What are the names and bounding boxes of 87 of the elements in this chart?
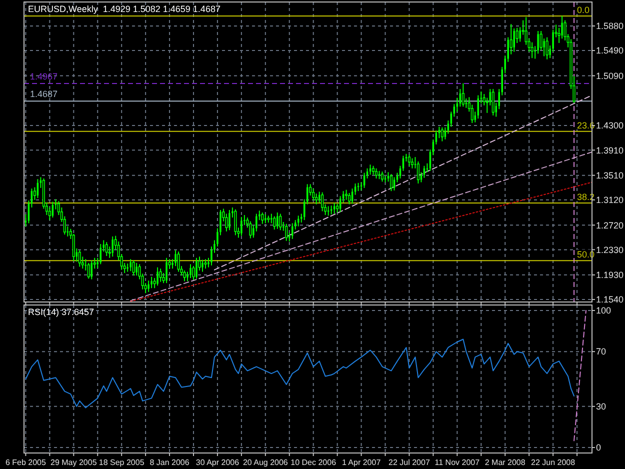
annotation: 0.0	[577, 4, 590, 15]
candlestick	[440, 126, 444, 142]
x-tick-label: 22 Jul 2007	[388, 458, 430, 467]
y-tick-label: 1.3510	[596, 170, 624, 180]
candlestick	[166, 257, 168, 284]
y-tick-label: 30	[596, 402, 606, 412]
y-tick-label: 1.1540	[596, 294, 624, 305]
candlestick	[410, 158, 414, 169]
candlestick	[204, 258, 207, 270]
candlestick	[148, 280, 150, 292]
candlestick	[78, 250, 81, 268]
x-tick-label: 20 Aug 2006	[242, 458, 288, 467]
candlestick	[177, 251, 180, 272]
candlestick	[390, 174, 393, 192]
candlestick	[537, 30, 539, 54]
candlestick	[190, 264, 192, 279]
candlestick	[100, 244, 102, 265]
candlestick	[132, 260, 135, 276]
candlestick	[234, 208, 237, 236]
x-tick-label: 2 Mar 2008	[484, 458, 526, 467]
y-tick-label: 70	[596, 346, 606, 357]
candlestick	[112, 236, 114, 258]
candlestick	[105, 242, 108, 256]
line-series	[25, 338, 575, 408]
candlestick	[291, 222, 294, 240]
candlestick	[561, 15, 563, 40]
candlestick	[174, 250, 176, 267]
candlestick	[279, 213, 282, 231]
candlestick	[374, 168, 378, 179]
candlestick	[130, 258, 132, 272]
x-tick-label: 30 Apr 2006	[196, 458, 240, 467]
x-tick-label: 22 Jun 2008	[531, 458, 576, 467]
candlestick	[416, 160, 420, 184]
x-tick-label: 6 Feb 2005	[5, 458, 46, 467]
candlestick	[150, 276, 152, 289]
candlestick	[513, 28, 515, 52]
candlestick	[136, 262, 138, 276]
ref-line-label: 1.4967	[30, 71, 58, 82]
y-tick-label: 1.2720	[596, 220, 624, 230]
chart-title: EURUSD,Weekly 1.4929 1.5082 1.4659 1.4687	[28, 4, 220, 14]
x-tick-label: 29 May 2005	[50, 458, 98, 467]
candlestick	[276, 212, 278, 230]
candlestick	[285, 223, 288, 242]
candlestick	[297, 215, 300, 227]
candlestick	[462, 82, 464, 108]
candlestick	[228, 209, 230, 231]
candlestick	[90, 260, 93, 280]
x-tick-label: 11 Nov 2007	[434, 458, 480, 467]
y-tick-label: 1.5880	[596, 21, 624, 32]
candlestick	[72, 233, 75, 262]
candlestick	[333, 202, 336, 214]
candlestick	[183, 270, 186, 282]
candlestick	[240, 216, 242, 236]
candlestick	[202, 259, 204, 272]
x-tick-label: 10 Dec 2006	[290, 458, 337, 467]
candlestick	[345, 189, 348, 200]
candlestick	[159, 268, 162, 282]
x-tick-label: 8 Jan 2006	[150, 458, 190, 467]
candlestick	[546, 36, 548, 60]
y-tick-label: 1.3910	[596, 145, 624, 156]
candlestick	[261, 212, 264, 224]
candlestick	[270, 213, 272, 224]
y-tick-label: 1.4300	[596, 120, 624, 131]
candlestick	[348, 192, 351, 205]
y-tick-label: 1.1930	[596, 270, 624, 280]
candlestick	[273, 216, 276, 230]
chart-title: RSI(14) 37.6457	[28, 307, 94, 317]
x-tick-label: 18 Sep 2005	[98, 458, 145, 467]
candlestick	[477, 94, 480, 120]
candlestick	[249, 220, 252, 239]
candlestick	[312, 188, 315, 202]
candlestick	[380, 171, 384, 182]
candlestick	[492, 88, 494, 116]
candlestick	[156, 266, 158, 286]
candlestick	[87, 262, 90, 280]
candlestick	[408, 154, 411, 166]
x-tick-label: 1 Apr 2007	[342, 458, 382, 467]
y-tick-label: 1.5490	[596, 46, 624, 56]
candlestick	[196, 257, 198, 280]
candlestick	[321, 192, 324, 212]
y-tick-label: 1.2330	[596, 244, 624, 255]
y-tick-label: 1.3120	[596, 195, 624, 206]
y-tick-label: 100	[596, 306, 612, 316]
y-tick-label: 0	[596, 442, 602, 453]
y-tick-label: 1.5090	[596, 70, 624, 81]
candlestick	[530, 42, 534, 59]
ref-line-label: 1.4687	[30, 89, 58, 100]
